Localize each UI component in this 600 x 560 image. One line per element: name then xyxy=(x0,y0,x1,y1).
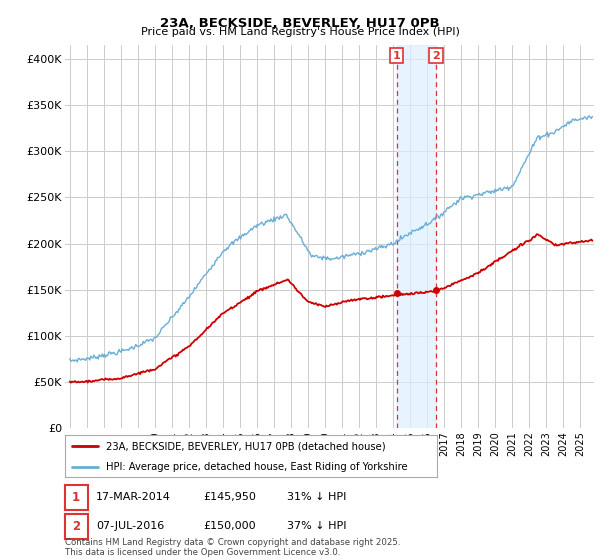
Text: £145,950: £145,950 xyxy=(203,492,256,502)
Text: 31% ↓ HPI: 31% ↓ HPI xyxy=(287,492,346,502)
Text: 23A, BECKSIDE, BEVERLEY, HU17 0PB (detached house): 23A, BECKSIDE, BEVERLEY, HU17 0PB (detac… xyxy=(106,441,385,451)
Text: 2: 2 xyxy=(72,520,80,533)
Text: 07-JUL-2016: 07-JUL-2016 xyxy=(96,521,164,531)
Text: 2: 2 xyxy=(432,50,440,60)
Bar xyxy=(397,45,436,428)
Text: 37% ↓ HPI: 37% ↓ HPI xyxy=(287,521,346,531)
Text: 23A, BECKSIDE, BEVERLEY, HU17 0PB: 23A, BECKSIDE, BEVERLEY, HU17 0PB xyxy=(160,17,440,30)
Text: £150,000: £150,000 xyxy=(203,521,256,531)
Text: 1: 1 xyxy=(72,491,80,504)
Text: 1: 1 xyxy=(393,50,401,60)
Text: Price paid vs. HM Land Registry's House Price Index (HPI): Price paid vs. HM Land Registry's House … xyxy=(140,27,460,37)
Text: HPI: Average price, detached house, East Riding of Yorkshire: HPI: Average price, detached house, East… xyxy=(106,462,407,472)
Text: 17-MAR-2014: 17-MAR-2014 xyxy=(96,492,171,502)
Text: Contains HM Land Registry data © Crown copyright and database right 2025.
This d: Contains HM Land Registry data © Crown c… xyxy=(65,538,400,557)
